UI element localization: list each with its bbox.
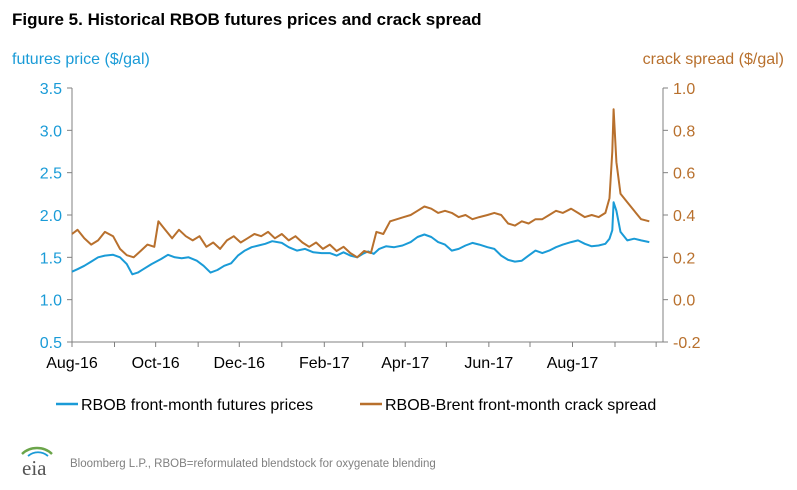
x-tick-label: Aug-16 [46,355,98,372]
y-left-tick-label: 1.5 [40,250,62,267]
chart-area: futures price ($/gal) crack spread ($/gal… [12,51,784,414]
y-axis-right-title: crack spread ($/gal) [643,51,784,68]
legend-label-futures: RBOB front-month futures prices [81,397,313,414]
legend-label-crack: RBOB-Brent front-month crack spread [385,397,656,414]
chart-title: Figure 5. Historical RBOB futures prices… [12,10,482,29]
eia-logo: eia [8,445,64,486]
y-right-tick-label: 0.2 [673,250,695,267]
x-tick-label: Dec-16 [214,355,266,372]
legend: RBOB front-month futures prices RBOB-Bren… [56,397,656,414]
logo-arc-icon [21,446,53,455]
y-right-tick-label: -0.2 [673,335,701,352]
y-left-tick-label: 3.5 [40,81,62,98]
y-left-tick-label: 3.0 [40,123,62,140]
source-note: Bloomberg L.P., RBOB=reformulated blends… [70,458,436,470]
y-right-tick-label: 1.0 [673,81,695,98]
x-tick-label: Feb-17 [299,355,350,372]
x-tick-label: Aug-17 [547,355,599,372]
axes: futures price ($/gal) crack spread ($/gal… [12,51,784,372]
y-left-tick-label: 2.0 [40,208,62,225]
y-right-tick-label: 0.4 [673,208,695,225]
eia-logo-mark: eia [21,446,53,480]
x-tick-label: Apr-17 [381,355,429,372]
y-axis-left-title: futures price ($/gal) [12,51,150,68]
y-right-tick-label: 0.8 [673,123,695,140]
x-tick-label: Jun-17 [464,355,513,372]
series-line-crack [71,108,650,259]
y-left-tick-label: 0.5 [40,335,62,352]
y-right-tick-label: 0.6 [673,166,695,183]
series-layer [71,108,650,276]
x-tick-label: Oct-16 [132,355,180,372]
logo-arc-inner-icon [27,451,49,457]
y-left-tick-label: 2.5 [40,166,62,183]
y-left-tick-label: 1.0 [40,293,62,310]
y-right-tick-label: 0.0 [673,293,695,310]
logo-text: eia [22,456,47,480]
